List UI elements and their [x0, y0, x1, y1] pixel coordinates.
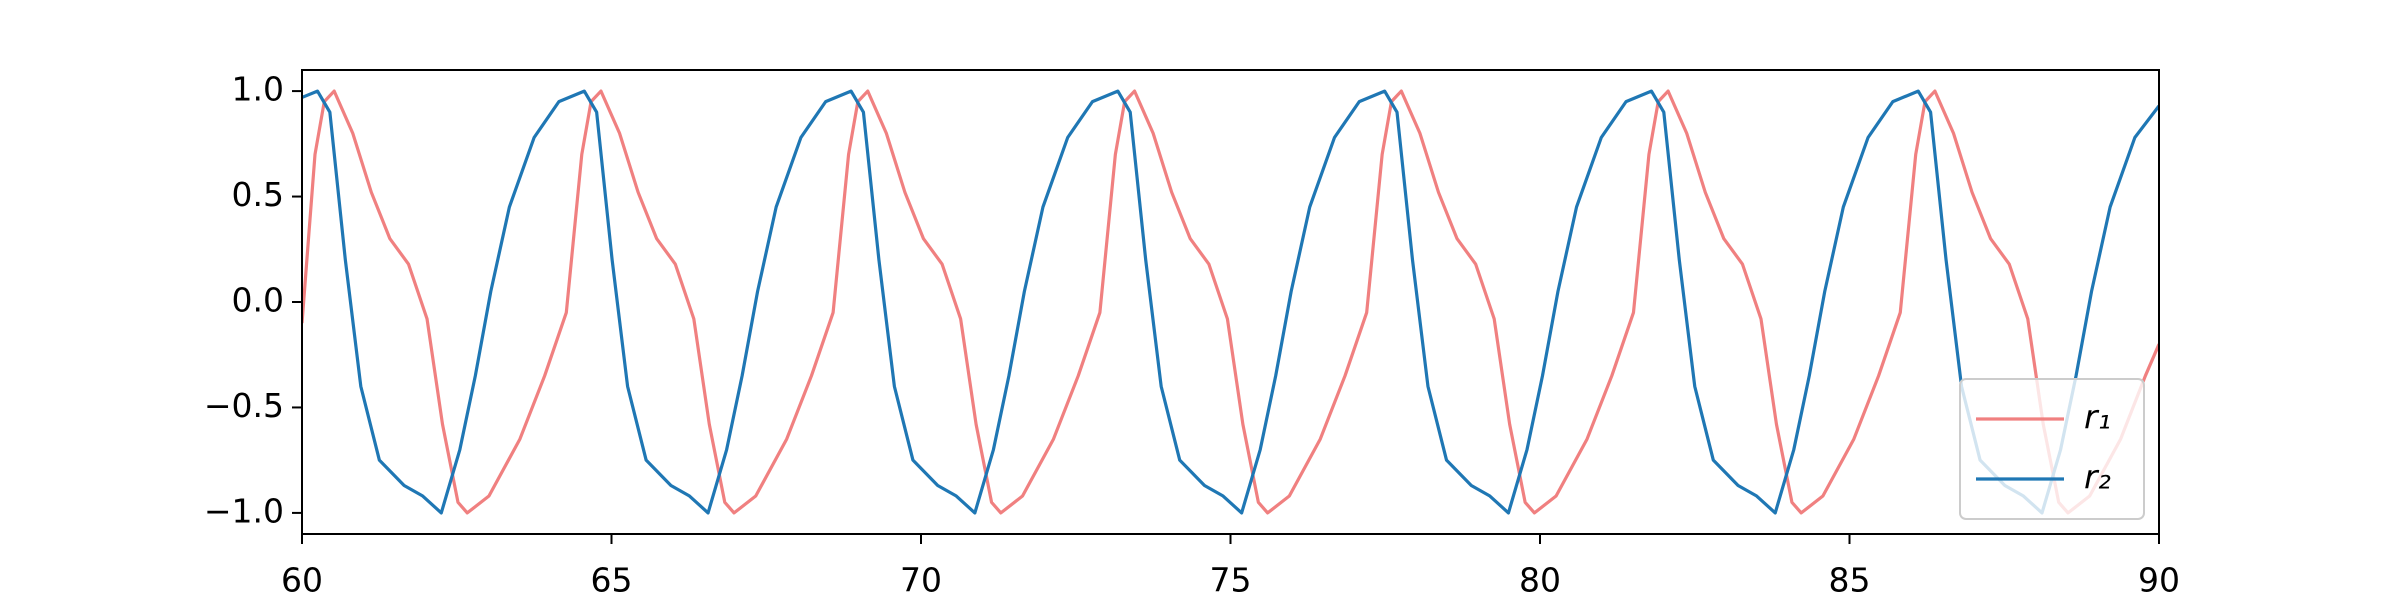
legend-box [1959, 378, 2145, 520]
series-line [302, 89, 2159, 515]
x-tick-label: 80 [1519, 561, 1561, 600]
x-tick-label: 75 [1210, 561, 1252, 600]
x-tick-label: 60 [281, 561, 323, 600]
legend-label: r₁ [2084, 398, 2111, 437]
series-line [302, 89, 2159, 515]
x-tick-label: 85 [1829, 561, 1871, 600]
legend: r₁ r₂ [1959, 378, 2145, 520]
y-tick-label: −0.5 [204, 386, 284, 425]
y-tick-label: −1.0 [204, 491, 284, 530]
plot-area [302, 89, 2159, 515]
legend-label: r₂ [2084, 458, 2111, 497]
y-tick-label: 1.0 [232, 70, 284, 109]
x-tick-label: 65 [591, 561, 633, 600]
x-tick-label: 90 [2138, 561, 2180, 600]
x-tick-label: 70 [900, 561, 942, 600]
y-tick-label: 0.0 [232, 281, 284, 320]
ticks: −1.0 −0.5 0.0 0.5 1.0 60 65 70 75 80 85 90 [204, 70, 2180, 600]
axes-frame [301, 69, 2160, 535]
y-tick-label: 0.5 [232, 175, 284, 214]
